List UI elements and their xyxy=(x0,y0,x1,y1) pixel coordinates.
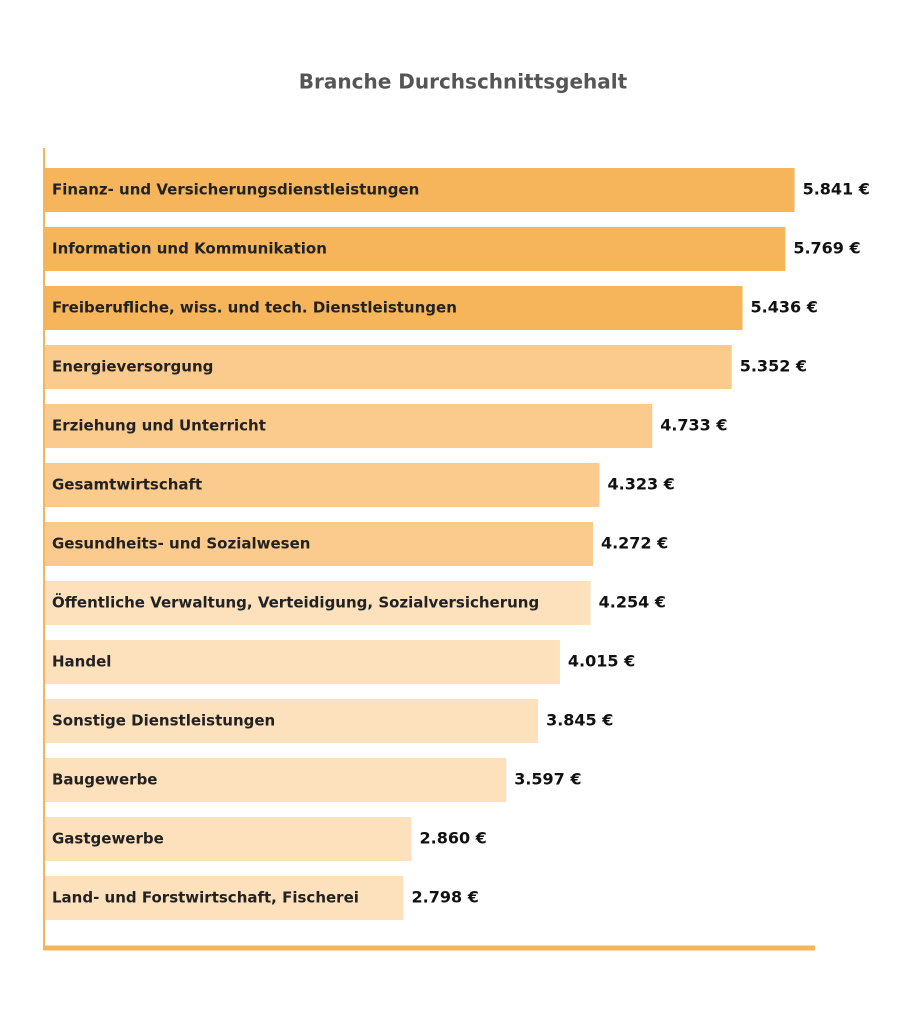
bar xyxy=(44,699,539,743)
value-label: 4.733 € xyxy=(660,416,727,435)
chart-title: Branche Durchschnittsgehalt xyxy=(299,70,628,94)
category-label: Öffentliche Verwaltung, Verteidigung, So… xyxy=(52,593,539,612)
value-label: 4.015 € xyxy=(568,652,635,671)
category-label: Freiberufliche, wiss. und tech. Dienstle… xyxy=(52,299,457,317)
bar xyxy=(44,581,591,625)
value-label: 5.769 € xyxy=(793,239,860,258)
bar xyxy=(44,168,795,212)
value-label: 4.323 € xyxy=(608,475,675,494)
category-label: Gesundheits- und Sozialwesen xyxy=(52,535,310,553)
bar xyxy=(44,522,593,566)
bar xyxy=(44,817,412,861)
bar xyxy=(44,758,507,802)
category-label: Erziehung und Unterricht xyxy=(52,417,266,435)
category-label: Gastgewerbe xyxy=(52,830,164,848)
bar xyxy=(44,640,560,684)
category-label: Gesamtwirtschaft xyxy=(52,476,202,494)
bar xyxy=(44,404,653,448)
bar xyxy=(44,286,743,330)
bar xyxy=(44,876,404,920)
value-label: 5.841 € xyxy=(803,180,870,199)
bar xyxy=(44,345,732,389)
category-label: Energieversorgung xyxy=(52,358,213,376)
value-label: 3.845 € xyxy=(546,711,613,730)
value-label: 2.860 € xyxy=(420,829,487,848)
value-label: 5.352 € xyxy=(740,357,807,376)
value-label: 3.597 € xyxy=(514,770,581,789)
category-label: Baugewerbe xyxy=(52,771,157,789)
value-label: 5.436 € xyxy=(751,298,818,317)
category-label: Finanz- und Versicherungsdienstleistunge… xyxy=(52,181,419,199)
value-label: 4.272 € xyxy=(601,534,668,553)
category-label: Information und Kommunikation xyxy=(52,240,327,258)
value-label: 2.798 € xyxy=(412,888,479,907)
category-label: Land- und Forstwirtschaft, Fischerei xyxy=(52,889,359,907)
category-label: Handel xyxy=(52,653,111,671)
value-label: 4.254 € xyxy=(599,593,666,612)
bar xyxy=(44,463,600,507)
bar xyxy=(44,227,786,271)
category-label: Sonstige Dienstleistungen xyxy=(52,712,275,730)
